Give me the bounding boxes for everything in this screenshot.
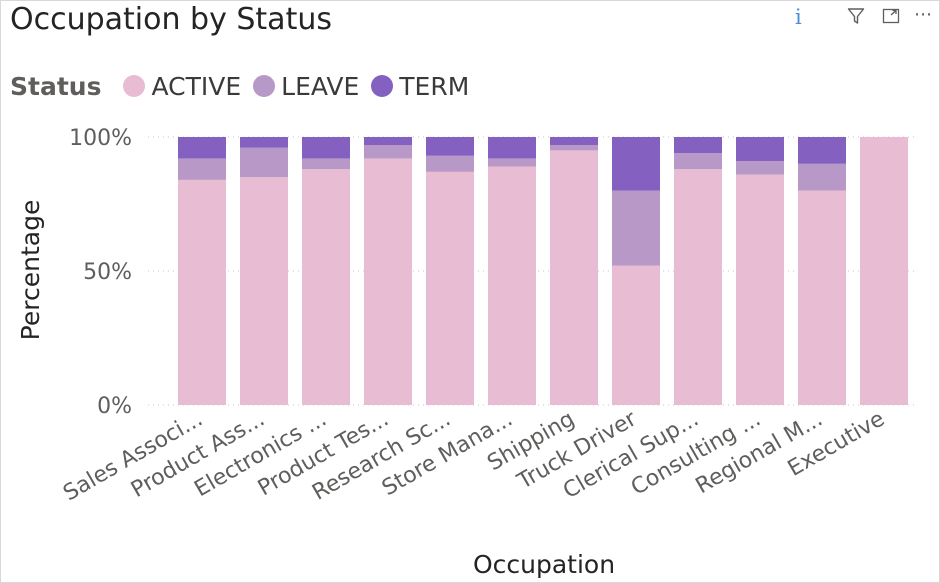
y-axis-title: Percentage bbox=[16, 200, 45, 341]
legend-title: Status bbox=[10, 71, 102, 101]
legend: Status ACTIVE LEAVE TERM bbox=[10, 70, 481, 102]
legend-item-term[interactable]: TERM bbox=[371, 72, 469, 101]
bar-segment-leave[interactable] bbox=[302, 158, 350, 170]
y-tick-label: 0% bbox=[97, 394, 132, 419]
bar-segment-active[interactable] bbox=[426, 171, 474, 405]
bar-segment-leave[interactable] bbox=[612, 190, 660, 266]
bar-segment-active[interactable] bbox=[364, 158, 412, 405]
filter-icon[interactable] bbox=[847, 7, 865, 25]
bar-segment-active[interactable] bbox=[674, 169, 722, 405]
bar-segment-term[interactable] bbox=[426, 137, 474, 156]
bar-segment-active[interactable] bbox=[240, 177, 288, 405]
more-options-icon[interactable]: ⋯ bbox=[914, 4, 933, 25]
bar-segment-leave[interactable] bbox=[426, 155, 474, 172]
bar-segment-term[interactable] bbox=[674, 137, 722, 154]
bar-segment-term[interactable] bbox=[488, 137, 536, 159]
legend-item-active[interactable]: ACTIVE bbox=[123, 72, 241, 101]
focus-mode-icon[interactable] bbox=[882, 8, 900, 24]
bar-segment-term[interactable] bbox=[302, 137, 350, 159]
bar-segment-active[interactable] bbox=[488, 166, 536, 405]
bar-segment-term[interactable] bbox=[240, 137, 288, 148]
bar-segment-active[interactable] bbox=[736, 174, 784, 405]
bar-segment-active[interactable] bbox=[550, 150, 598, 405]
bar-segment-active[interactable] bbox=[302, 169, 350, 405]
legend-label-term: TERM bbox=[399, 71, 470, 101]
chart-title: Occupation by Status bbox=[10, 2, 332, 37]
legend-marker-term bbox=[371, 75, 394, 97]
bar-segment-active[interactable] bbox=[798, 190, 846, 405]
bar-segment-leave[interactable] bbox=[798, 163, 846, 191]
y-tick-label: 100% bbox=[69, 126, 132, 151]
info-icon[interactable]: i bbox=[795, 5, 802, 29]
bar-segment-leave[interactable] bbox=[488, 158, 536, 167]
bar-segment-active[interactable] bbox=[612, 265, 660, 405]
y-tick-label: 50% bbox=[83, 260, 132, 285]
bar-segment-leave[interactable] bbox=[736, 161, 784, 175]
bars bbox=[178, 137, 908, 405]
bar-segment-term[interactable] bbox=[178, 137, 226, 159]
legend-label-active: ACTIVE bbox=[151, 71, 242, 101]
bar-segment-leave[interactable] bbox=[550, 145, 598, 151]
bar-segment-leave[interactable] bbox=[240, 147, 288, 178]
bar-segment-term[interactable] bbox=[550, 137, 598, 146]
x-axis-labels: Sales Associ...Product Ass...Electronics… bbox=[59, 406, 889, 506]
y-axis-ticks: 0% 50% 100% bbox=[69, 126, 132, 419]
bar-segment-leave[interactable] bbox=[674, 153, 722, 170]
bar-segment-term[interactable] bbox=[798, 137, 846, 164]
bar-segment-active[interactable] bbox=[860, 137, 908, 405]
bar-segment-leave[interactable] bbox=[178, 158, 226, 180]
bar-segment-term[interactable] bbox=[736, 137, 784, 162]
legend-label-leave: LEAVE bbox=[281, 71, 360, 101]
bar-segment-term[interactable] bbox=[612, 137, 660, 191]
legend-item-leave[interactable]: LEAVE bbox=[253, 72, 359, 101]
bar-segment-leave[interactable] bbox=[364, 145, 412, 159]
bar-segment-term[interactable] bbox=[364, 137, 412, 146]
legend-marker-leave bbox=[253, 75, 276, 97]
x-axis-title: Occupation bbox=[473, 550, 615, 579]
legend-marker-active bbox=[123, 75, 146, 97]
bar-segment-active[interactable] bbox=[178, 179, 226, 405]
